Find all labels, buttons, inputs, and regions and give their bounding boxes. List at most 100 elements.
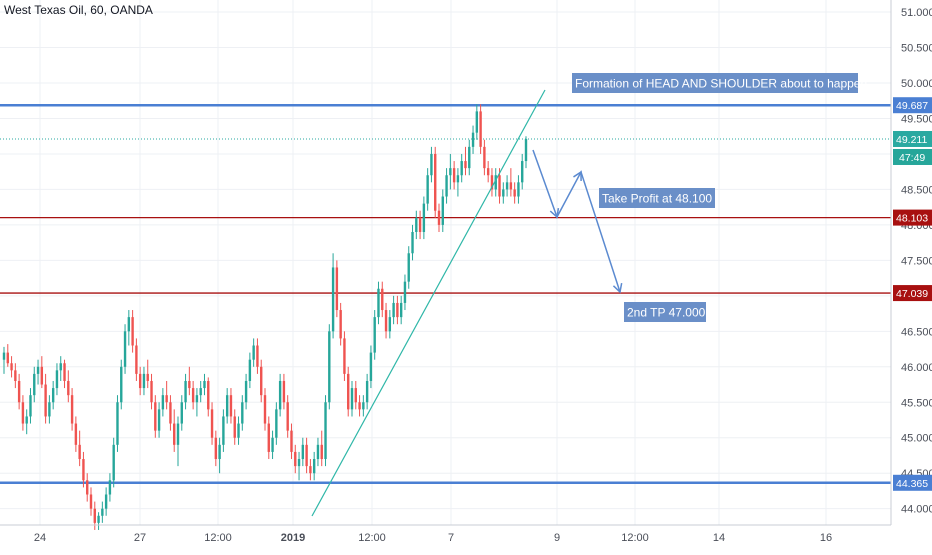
candle (267, 416, 270, 460)
candle (21, 395, 25, 431)
x-tick-label: 12:00 (204, 532, 232, 544)
candle-body (169, 402, 172, 424)
candle (403, 274, 407, 311)
candle-body (131, 317, 134, 346)
y-tick-label: 50.000 (901, 78, 932, 90)
candle-body (271, 437, 274, 452)
candle (157, 402, 161, 438)
annotation-text: Take Profit at 48.100 (602, 192, 712, 206)
candle (222, 409, 225, 452)
candle-body (82, 459, 85, 481)
candle-body (146, 373, 149, 381)
candle (449, 153, 452, 190)
candle (191, 380, 195, 410)
candle-body (392, 302, 395, 318)
candle (396, 295, 399, 325)
candle (36, 359, 40, 385)
candle-body (21, 402, 25, 424)
candle (218, 437, 221, 474)
candle-body (260, 366, 263, 396)
candle-body (135, 345, 138, 374)
candle-body (354, 388, 357, 403)
candle-body (524, 139, 528, 162)
candle-body (184, 380, 187, 403)
candle (195, 388, 199, 417)
candle (210, 402, 214, 445)
candle-body (195, 395, 199, 403)
candle-body (403, 281, 407, 303)
candle-body (233, 416, 236, 438)
candle-body (464, 161, 467, 169)
candle (82, 451, 85, 488)
candle-body (180, 402, 183, 424)
candle-body (112, 444, 115, 481)
candle (173, 409, 176, 452)
candle-body (460, 161, 463, 176)
candle-body (331, 267, 335, 332)
candle (479, 104, 482, 154)
annotation-text: Formation of HEAD AND SHOULDER about to … (575, 77, 867, 91)
candle (524, 136, 528, 169)
candle (445, 168, 448, 204)
x-tick-label: 12:00 (621, 532, 649, 544)
price-tag-label-current-price: 49.211 (896, 134, 927, 146)
candle (354, 380, 357, 410)
candle-body (142, 373, 146, 389)
candle-body (154, 402, 157, 431)
candle (48, 395, 51, 424)
time-axis[interactable]: 24 27 12:00 2019 12:00 7 9 12:00 14 16 (34, 532, 832, 544)
candle-body (67, 380, 70, 396)
candle (29, 388, 32, 424)
candle-body (86, 480, 89, 495)
candle (316, 437, 320, 467)
candle-body (256, 345, 259, 367)
candle (207, 377, 210, 417)
candle-body (494, 175, 497, 190)
price-tag-current-price (893, 130, 932, 147)
candle (483, 139, 486, 176)
candle (120, 359, 123, 410)
candle (513, 182, 516, 204)
candle-body (123, 331, 127, 367)
candle (434, 146, 437, 218)
candle (505, 175, 509, 197)
candle-body (430, 153, 433, 176)
price-axis[interactable]: 44.00044.50045.00045.50046.00046.50047.0… (901, 7, 932, 516)
candle (55, 363, 59, 396)
candle (407, 246, 410, 289)
candle-body (241, 402, 244, 424)
candle (411, 224, 414, 261)
candle-body (521, 161, 524, 183)
candle (369, 345, 373, 389)
candle (74, 416, 78, 452)
candle (146, 359, 149, 389)
price-tag-label-support: 44.365 (896, 478, 928, 490)
candle-body (384, 310, 388, 332)
candle-body (471, 132, 475, 147)
candle-body (127, 317, 131, 332)
candle (324, 395, 327, 467)
arrow-head-icon (573, 170, 582, 182)
candle-body (40, 366, 44, 385)
candle-body (437, 210, 441, 225)
candle (460, 153, 463, 183)
candle-body (157, 409, 161, 431)
price-tags: 49.687 49.211 48.103 47.039 44.365 47:49 (893, 97, 932, 491)
candle (116, 395, 119, 452)
candle (521, 153, 524, 190)
candle-body (210, 409, 214, 438)
candle-body (229, 395, 233, 417)
candle (297, 451, 301, 481)
candle-body (486, 168, 490, 176)
candle (176, 416, 180, 467)
candle (347, 366, 350, 417)
candle-body (309, 466, 312, 474)
annotation-box (624, 302, 706, 322)
candle-body (48, 402, 51, 417)
candle-body (320, 444, 323, 460)
candle (241, 395, 244, 431)
candle-body (93, 508, 96, 523)
candle (301, 437, 305, 467)
candle-body (278, 380, 282, 410)
